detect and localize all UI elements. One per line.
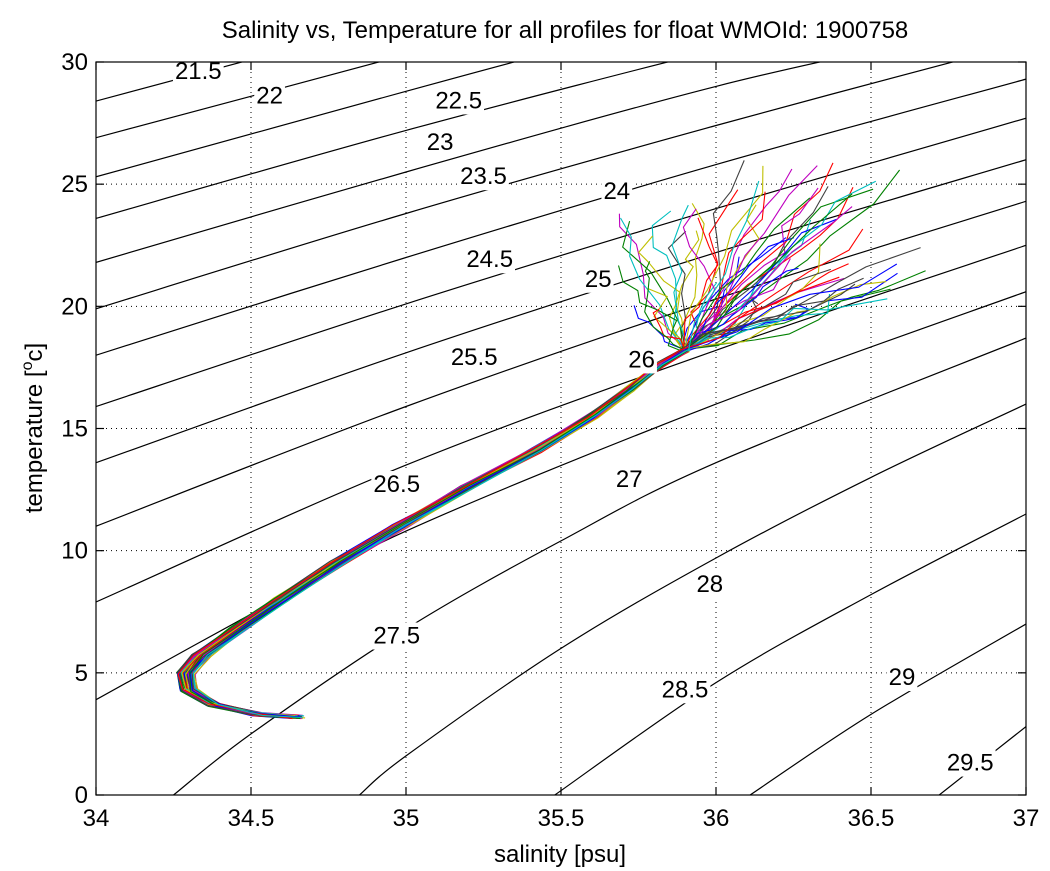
y-tick-label: 30 <box>61 49 88 76</box>
density-contour <box>96 159 1026 464</box>
density-contour <box>96 78 1026 356</box>
x-tick-label: 35.5 <box>538 805 585 832</box>
contour-label: 28 <box>696 571 723 598</box>
density-contour <box>554 513 1026 795</box>
density-contour <box>96 291 1026 701</box>
density-contour <box>749 623 1026 795</box>
contour-label: 25 <box>585 266 612 293</box>
grid-lines <box>96 62 1026 795</box>
y-tick-label: 5 <box>75 660 88 687</box>
density-contour <box>359 403 1026 795</box>
y-tick-label: 10 <box>61 538 88 565</box>
contour-label-bg <box>424 128 456 156</box>
contour-label: 29 <box>889 664 916 691</box>
y-axis-label-sup: o <box>19 361 36 370</box>
density-contour <box>96 62 955 310</box>
density-contour <box>96 62 823 263</box>
y-tick-label: 0 <box>75 782 88 809</box>
x-tick-label: 34.5 <box>228 805 275 832</box>
profile-line <box>177 193 853 718</box>
y-tick-label: 25 <box>61 171 88 198</box>
contour-label: 29.5 <box>947 750 994 777</box>
y-axis-label: temperature [oc] <box>19 343 48 513</box>
y-axis-ticks: 0 5 10 15 20 25 30 <box>61 49 1026 809</box>
contour-label-bg <box>254 82 285 110</box>
contour-label-bg <box>659 676 711 704</box>
contour-label: 24 <box>603 178 630 205</box>
x-tick-label: 36.5 <box>848 805 895 832</box>
x-tick-label: 35 <box>393 805 420 832</box>
x-axis-label: salinity [psu] <box>494 841 626 868</box>
contour-label-bg <box>464 246 516 274</box>
contour-label-bg <box>626 346 657 374</box>
contour-label-bg <box>448 343 500 371</box>
x-tick-label: 36 <box>703 805 730 832</box>
profile-lines <box>176 160 926 720</box>
density-contour <box>173 337 1026 795</box>
y-tick-label: 20 <box>61 293 88 320</box>
profile-line <box>192 180 760 719</box>
contour-label: 23.5 <box>460 163 507 190</box>
contour-label-bg <box>371 622 423 650</box>
profile-line <box>181 165 764 717</box>
contour-label: 26 <box>628 346 655 373</box>
contour-label-bg <box>172 58 224 86</box>
contour-label-bg <box>433 87 485 115</box>
density-contour <box>96 62 245 102</box>
x-tick-label: 37 <box>1013 805 1040 832</box>
density-contour <box>96 117 1026 408</box>
density-contour <box>96 62 382 139</box>
x-tick-label: 34 <box>83 805 110 832</box>
contour-label: 25.5 <box>451 344 498 371</box>
profile-line <box>189 263 898 718</box>
density-contour <box>96 62 517 178</box>
y-tick-label: 15 <box>61 416 88 443</box>
contour-label-bg <box>458 163 509 191</box>
contour-label-bg <box>613 466 645 494</box>
contour-label: 22 <box>256 83 283 110</box>
contour-label: 23 <box>427 129 454 156</box>
contour-label-bg <box>582 265 614 293</box>
contour-label-bg <box>886 664 918 692</box>
contour-label-bg <box>371 471 423 499</box>
contour-label-bg <box>601 177 633 205</box>
y-axis-label-tail: c] <box>21 343 48 362</box>
contour-label: 27 <box>616 466 643 493</box>
contour-label: 28.5 <box>662 676 709 703</box>
contour-label: 26.5 <box>373 471 420 498</box>
contour-label-bg <box>944 749 996 777</box>
contour-label: 24.5 <box>466 246 513 273</box>
chart-title: Salinity vs, Temperature for all profile… <box>222 17 909 44</box>
profile-line <box>189 197 811 720</box>
density-contour <box>96 62 671 219</box>
profile-line <box>177 276 840 720</box>
x-axis-ticks: 34 34.5 35 35.5 36 36.5 37 <box>83 62 1040 832</box>
contour-label: 27.5 <box>373 623 420 650</box>
density-contours <box>96 62 1026 795</box>
density-contour <box>96 244 1026 603</box>
contour-label: 21.5 <box>175 58 222 85</box>
density-contour <box>96 200 1026 527</box>
contour-label: 22.5 <box>435 87 482 114</box>
y-axis-label-main: temperature [ <box>21 370 48 513</box>
contour-label-bg <box>694 571 726 599</box>
